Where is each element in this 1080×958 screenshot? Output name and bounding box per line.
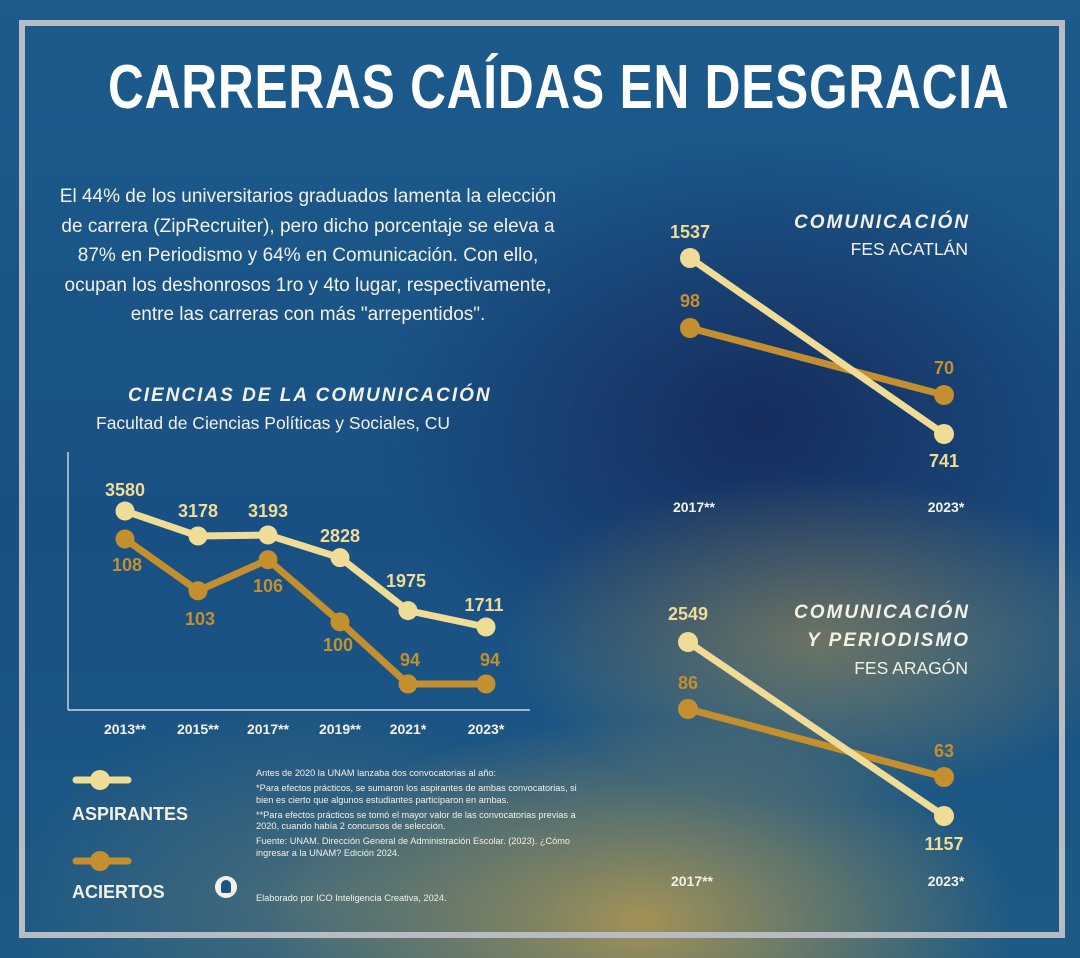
chart1-aspirantes-point-5 [476,617,496,637]
chart2-x-tick-1: 2023* [928,499,965,515]
note-3: **Para efectos prácticos se tomó el mayo… [256,809,576,832]
chart1-aspirantes-point-2 [258,525,278,545]
note-source: Fuente: UNAM. Dirección General de Admin… [256,836,571,858]
chart3-aciertos-point-1 [934,767,954,787]
chart2-aspirantes-label-0: 1537 [670,222,710,242]
chart1-aciertos-label-1: 103 [185,609,215,629]
chart1-aspirantes-label-2: 3193 [248,501,288,521]
chart2-subtitle: FES ACATLÁN [850,239,968,259]
page-title: CARRERAS CAÍDAS EN DESGRACIA [108,53,1010,122]
chart1-aciertos-label-5: 94 [480,650,500,670]
chart3-subtitle: FES ARAGÓN [854,658,968,678]
chart1-x-tick-1: 2015** [177,721,220,737]
chart1-aciertos-point-2 [258,550,278,570]
chart2-aciertos-point-0 [680,318,700,338]
chart3-aspirantes-point-0 [678,632,698,652]
chart3-x-tick-1: 2023* [928,873,965,889]
chart3-aspirantes-label-1: 1157 [924,834,963,854]
chart2-aspirantes-line [686,254,948,438]
chart1-aciertos-label-2: 106 [253,576,283,596]
legend-aciertos-label: ACIERTOS [72,882,165,902]
chart1-aspirantes-label-1: 3178 [178,501,218,521]
chart1-aspirantes-label-4: 1975 [386,571,426,591]
chart1-aciertos-line [121,535,490,688]
chart1-aspirantes-point-1 [188,526,208,546]
intro-text: El 44% de los universitarios graduados l… [59,186,557,325]
chart3-aciertos-label-1: 63 [934,741,954,761]
chart1-aciertos-point-0 [115,529,135,549]
chart1-aspirantes-label-5: 1711 [464,595,503,615]
chart1-aspirantes-label-0: 3580 [105,480,145,500]
chart3-title-line1: COMUNICACIÓN [794,602,970,623]
chart1-aspirantes-label-3: 2828 [320,526,360,546]
legend-aspirantes-marker [90,770,110,790]
footnotes: Antes de 2020 la UNAM lanzaba dos convoc… [256,768,586,863]
legend-aciertos-marker [90,851,110,871]
chart1-aspirantes-point-4 [398,601,418,621]
chart3-x-tick-0: 2017** [671,873,714,889]
chart3-aspirantes-label-0: 2549 [668,604,708,624]
legend-aspirantes-label: ASPIRANTES [72,804,189,824]
chart1-aspirantes-point-3 [330,548,350,568]
frame-border [19,20,1065,938]
chart1-aciertos-label-0: 108 [112,555,142,575]
chart3-aciertos-line [684,705,948,781]
note-1: Antes de 2020 la UNAM lanzaba dos convoc… [256,768,497,778]
chart3-aspirantes-line [684,638,948,820]
chart2-aciertos-point-1 [934,385,954,405]
chart1-aciertos-label-4: 94 [400,650,420,670]
chart2-aciertos-label-1: 70 [934,358,954,378]
chart2-aspirantes-label-1: 741 [929,451,959,471]
chart2-aspirantes-point-1 [934,424,954,444]
note-2: *Para efectos prácticos, se sumaron los … [256,783,577,805]
chart1-x-tick-3: 2019** [319,721,362,737]
chart3-aciertos-label-0: 86 [678,673,698,693]
chart2-aciertos-line [686,324,948,399]
chart3-aciertos-point-0 [678,699,698,719]
chart1-subtitle: Facultad de Ciencias Políticas y Sociale… [96,413,451,433]
chart1-aspirantes-point-0 [115,501,135,521]
chart1-title: CIENCIAS DE LA COMUNICACIÓN [128,385,492,406]
chart2-title: COMUNICACIÓN [794,212,970,233]
chart1-aspirantes-line [121,507,490,631]
chart2-aspirantes-point-0 [680,248,700,268]
chart1-aciertos-point-3 [330,612,350,632]
chart1-aciertos-point-5 [476,674,496,694]
chart3-title-line2: Y PERIODISMO [806,630,970,651]
chart2-aciertos-label-0: 98 [680,291,700,311]
chart1-x-tick-4: 2021* [390,721,427,737]
ico-logo-icon [215,876,237,898]
chart2-x-tick-0: 2017** [673,499,716,515]
chart1-aciertos-point-1 [188,581,208,601]
chart1-aciertos-label-3: 100 [323,635,353,655]
chart1-x-tick-2: 2017** [247,721,290,737]
chart1-x-tick-5: 2023* [468,721,505,737]
credit-text: Elaborado por ICO Inteligencia Creativa,… [256,893,447,903]
chart1-aciertos-point-4 [398,674,418,694]
chart3-aspirantes-point-1 [934,806,954,826]
chart1-x-tick-0: 2013** [104,721,147,737]
